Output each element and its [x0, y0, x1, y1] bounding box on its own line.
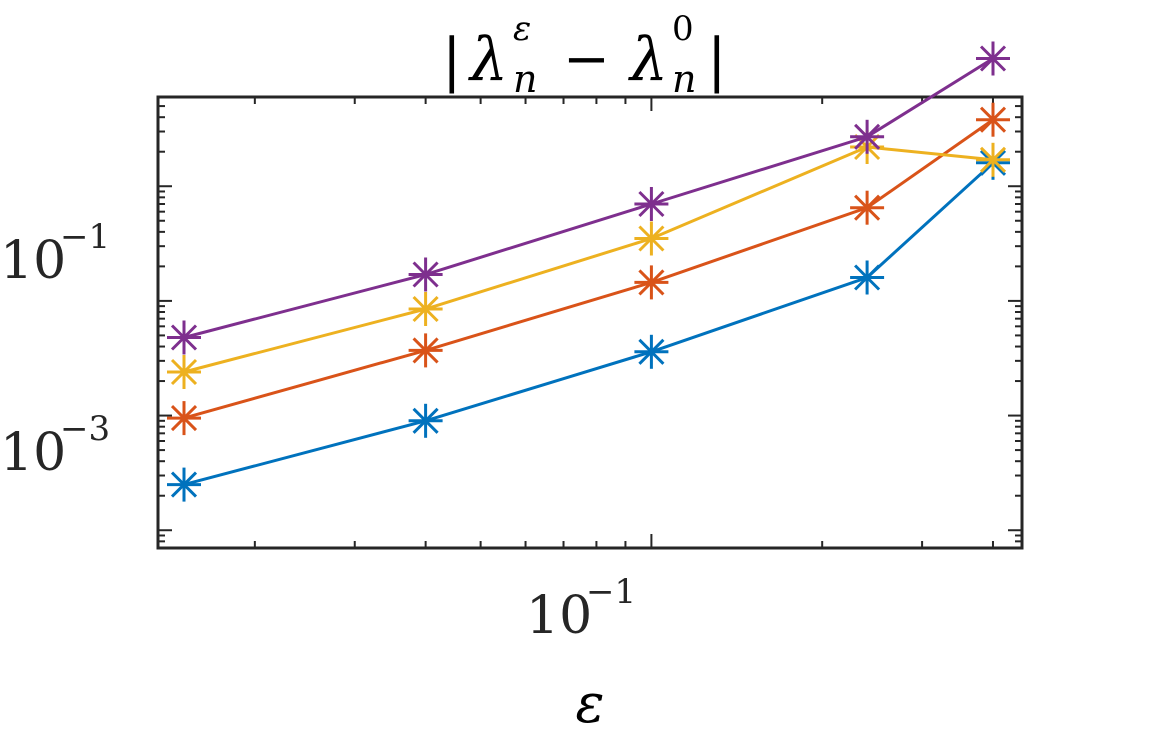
y-tick-base: 10	[0, 231, 66, 291]
title-bar-left: |	[442, 26, 462, 94]
minor-ticks	[158, 97, 1022, 549]
data-point-asterisk	[634, 265, 669, 300]
data-point-asterisk	[634, 334, 669, 369]
series-1	[167, 145, 1010, 502]
plot-area-frame	[156, 95, 1024, 550]
y-tick-label-1e-1: 10 −1	[0, 217, 110, 291]
title-minus: −	[563, 27, 610, 92]
data-point-asterisk	[976, 102, 1010, 137]
data-point-asterisk	[850, 190, 885, 225]
title-sup-zero: 0	[672, 9, 694, 49]
x-axis-label: ε	[576, 672, 605, 735]
y-tick-base: 10	[0, 423, 66, 483]
series-layer	[167, 41, 1010, 502]
data-point-asterisk	[408, 292, 443, 326]
data-point-asterisk	[167, 320, 201, 355]
title-lambda-1: λ	[468, 25, 508, 95]
title-bar-right: |	[707, 26, 727, 94]
chart-title: | λ ε n − λ 0 n |	[442, 9, 727, 101]
series-line	[183, 145, 994, 374]
y-tick-exp: −3	[60, 409, 110, 449]
series-line	[183, 57, 994, 339]
data-point-asterisk	[167, 467, 201, 502]
x-tick-base: 10	[526, 586, 592, 646]
x-tick-label-1e-1: 10 −1	[526, 572, 636, 646]
data-point-asterisk	[408, 403, 443, 438]
title-sub-n-2: n	[672, 57, 696, 101]
data-point-asterisk	[634, 187, 669, 221]
title-lambda-2: λ	[628, 25, 668, 95]
y-tick-exp: −1	[60, 217, 110, 257]
series-3	[167, 130, 1010, 389]
data-point-asterisk	[408, 257, 443, 292]
major-ticks	[158, 97, 1022, 548]
title-sub-n-1: n	[513, 57, 537, 101]
series-line	[183, 118, 994, 420]
data-point-asterisk	[408, 333, 443, 368]
series-2	[167, 102, 1010, 436]
data-point-asterisk	[167, 355, 201, 389]
x-tick-exp: −1	[586, 572, 636, 612]
data-point-asterisk	[634, 221, 669, 256]
data-point-asterisk	[850, 260, 885, 295]
series-4	[167, 41, 1010, 355]
y-tick-label-1e-3: 10 −3	[0, 409, 110, 483]
data-point-asterisk	[976, 41, 1010, 76]
title-sup-eps: ε	[513, 9, 531, 49]
data-point-asterisk	[850, 119, 885, 154]
data-point-asterisk	[167, 401, 201, 436]
data-point-asterisk	[976, 142, 1010, 177]
